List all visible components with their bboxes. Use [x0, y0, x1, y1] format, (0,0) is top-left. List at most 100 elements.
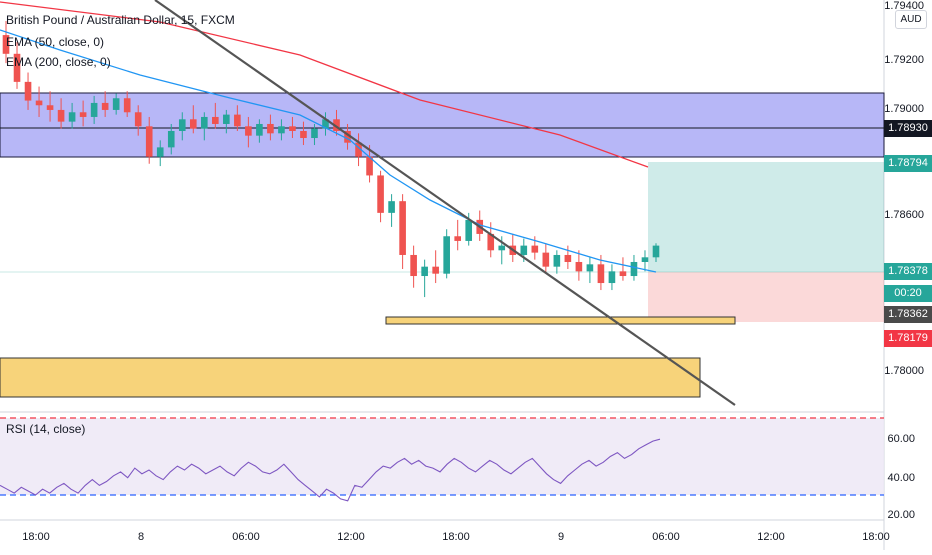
candle-body [542, 252, 550, 267]
price-tick: 1.79400 [884, 0, 924, 12]
candle-body [289, 126, 296, 131]
ema200-line [0, 1, 649, 168]
time-tick: 9 [558, 531, 564, 543]
support-zone-small[interactable] [385, 316, 736, 325]
candle-body [333, 119, 340, 131]
ema50-line [0, 29, 657, 273]
candle-body [608, 271, 616, 284]
candle-body [300, 130, 307, 139]
target-price-tag: 1.78794 [884, 155, 932, 172]
rsi-tick: 20.00 [887, 509, 915, 521]
candle-body [46, 105, 54, 110]
candle-body [223, 114, 230, 124]
candle-body [421, 266, 428, 277]
candle-body [311, 128, 318, 139]
rsi-legend[interactable]: RSI (14, close) [6, 422, 86, 436]
candle-body [597, 264, 605, 284]
price-tick: 1.79200 [884, 54, 924, 66]
time-tick: 12:00 [337, 531, 365, 543]
candle-body [553, 254, 561, 267]
candle-body [366, 156, 373, 176]
candle-body [443, 236, 450, 274]
time-tick: 8 [138, 531, 144, 543]
candle-body [256, 123, 263, 136]
price-tick: 1.78600 [884, 209, 924, 221]
candle-body [156, 147, 164, 157]
time-axis[interactable]: 18:00 8 06:00 12:00 18:00 9 06:00 12:00 … [22, 531, 890, 543]
candle-body [35, 100, 43, 106]
ema200-legend[interactable]: EMA (200, close, 0) [6, 55, 111, 69]
candle-body [344, 130, 351, 143]
candle-body [465, 219, 473, 241]
candle-body [201, 116, 208, 129]
candle-body [432, 266, 439, 274]
zone-top-price-tag: 1.78930 [884, 120, 932, 137]
candle-body [399, 201, 406, 255]
candle-body [212, 116, 219, 124]
price-axis[interactable]: 1.79400 1.79200 1.79000 1.78600 1.78000 [884, 0, 924, 377]
candle-body [189, 119, 197, 129]
candle-body [377, 175, 384, 213]
candle-body [112, 98, 120, 110]
candle-body [101, 102, 109, 110]
candle-body [641, 257, 649, 262]
candle-body [520, 245, 528, 255]
candle-body [322, 119, 329, 129]
price-tick: 1.78000 [884, 365, 924, 377]
last-price-tag: 1.78378 [884, 263, 932, 280]
candle-series [2, 21, 660, 298]
candle-body [2, 35, 10, 54]
candle-body [68, 112, 76, 122]
candle-body [145, 126, 153, 157]
candle-body [630, 261, 638, 277]
time-tick: 18:00 [862, 531, 890, 543]
support-zone-big[interactable] [0, 357, 701, 398]
candle-body [79, 112, 87, 117]
trend-line[interactable] [154, 0, 736, 406]
rsi-tick: 40.00 [887, 472, 915, 484]
symbol-title[interactable]: British Pound / Australian Dollar, 15, F… [6, 13, 235, 27]
candle-body [586, 264, 594, 272]
candle-body [575, 261, 583, 272]
candle-body [90, 102, 98, 117]
candle-body [487, 233, 495, 251]
currency-badge[interactable]: AUD [895, 10, 927, 29]
time-tick: 18:00 [22, 531, 50, 543]
candle-body [123, 98, 131, 113]
candle-body [167, 130, 175, 148]
stop-price-tag: 1.78179 [884, 330, 932, 347]
candle-body [234, 114, 241, 127]
candle-body [134, 112, 142, 127]
rsi-tick: 60.00 [887, 433, 915, 445]
entry-price-tag: 1.78362 [884, 306, 932, 323]
rsi-axis[interactable]: 60.00 40.00 20.00 [887, 433, 915, 521]
rsi-band [0, 418, 884, 495]
price-tick: 1.79000 [884, 103, 924, 115]
candle-body [278, 126, 285, 134]
candle-body [498, 245, 506, 251]
stop-zone[interactable] [648, 272, 884, 322]
countdown-tag: 00:20 [884, 285, 932, 302]
candle-body [454, 236, 461, 241]
candle-body [410, 254, 417, 277]
candle-body [388, 201, 395, 213]
resistance-zone[interactable] [0, 92, 885, 158]
target-zone[interactable] [648, 162, 884, 272]
candle-body [355, 142, 362, 157]
candle-body [564, 254, 572, 262]
time-tick: 06:00 [232, 531, 260, 543]
time-tick: 18:00 [442, 531, 470, 543]
candle-body [24, 81, 32, 101]
ema50-legend[interactable]: EMA (50, close, 0) [6, 35, 105, 49]
time-tick: 12:00 [757, 531, 785, 543]
candle-body [13, 53, 21, 82]
candle-body [267, 123, 274, 134]
candle-body [57, 109, 65, 122]
candle-body [652, 245, 660, 258]
candle-body [531, 245, 539, 253]
rsi-line [0, 438, 661, 502]
candle-body [178, 119, 186, 131]
candle-body [245, 126, 252, 136]
